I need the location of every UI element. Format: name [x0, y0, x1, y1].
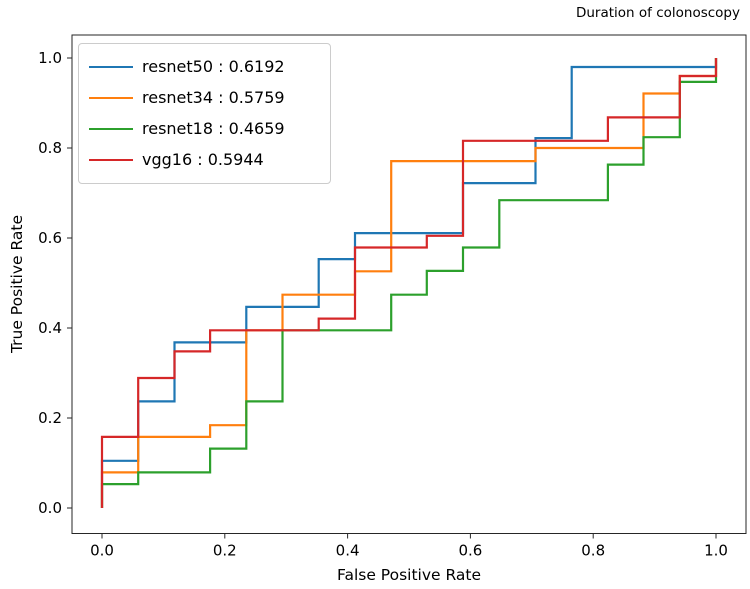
y-axis-ticks: 0.0 0.2 0.4 0.6 0.8 1.0: [38, 49, 72, 517]
legend-item-vgg16: vgg16 : 0.5944: [89, 144, 320, 175]
y-tick-label: 0.0: [38, 499, 62, 517]
y-tick-label: 0.4: [38, 319, 62, 337]
legend-line-swatch-resnet50: [89, 65, 133, 68]
legend-line-swatch-resnet18: [89, 127, 133, 130]
legend-item-resnet34: resnet34 : 0.5759: [89, 82, 320, 113]
legend-label-resnet34: resnet34 : 0.5759: [142, 88, 285, 107]
legend-box: resnet50 : 0.6192 resnet34 : 0.5759 resnet…: [78, 43, 331, 184]
y-axis-label-text: True Positive Rate: [8, 214, 26, 354]
legend-item-resnet18: resnet18 : 0.4659: [89, 113, 320, 144]
x-tick-label: 0.2: [213, 542, 237, 560]
x-tick-label: 0.8: [581, 542, 605, 560]
roc-curve-resnet50: [100, 58, 718, 508]
legend-line-swatch-resnet34: [89, 96, 133, 99]
y-tick-label: 1.0: [38, 49, 62, 67]
legend-item-resnet50: resnet50 : 0.6192: [89, 51, 320, 82]
x-tick-label: 0.4: [336, 542, 360, 560]
x-tick-label: 1.0: [704, 542, 728, 560]
legend-label-vgg16: vgg16 : 0.5944: [142, 150, 264, 169]
y-tick-label: 0.8: [38, 139, 62, 157]
plot-border: [71, 34, 747, 534]
x-axis-label: False Positive Rate: [336, 566, 482, 584]
x-tick-label: 0.6: [458, 542, 482, 560]
roc-curve-resnet18: [100, 58, 718, 508]
x-tick-label: 0.0: [90, 542, 114, 560]
y-tick-label: 0.6: [38, 229, 62, 247]
roc-curves: [100, 58, 718, 508]
x-axis-ticks: 0.0 0.2 0.4 0.6 0.8 1.0: [90, 533, 728, 560]
roc-curve-vgg16: [100, 58, 718, 508]
legend-label-resnet50: resnet50 : 0.6192: [142, 57, 285, 76]
chart-title: Duration of colonoscopy: [575, 5, 740, 21]
legend-label-resnet18: resnet18 : 0.4659: [142, 119, 285, 138]
legend-line-swatch-vgg16: [89, 158, 133, 161]
y-tick-label: 0.2: [38, 409, 62, 427]
